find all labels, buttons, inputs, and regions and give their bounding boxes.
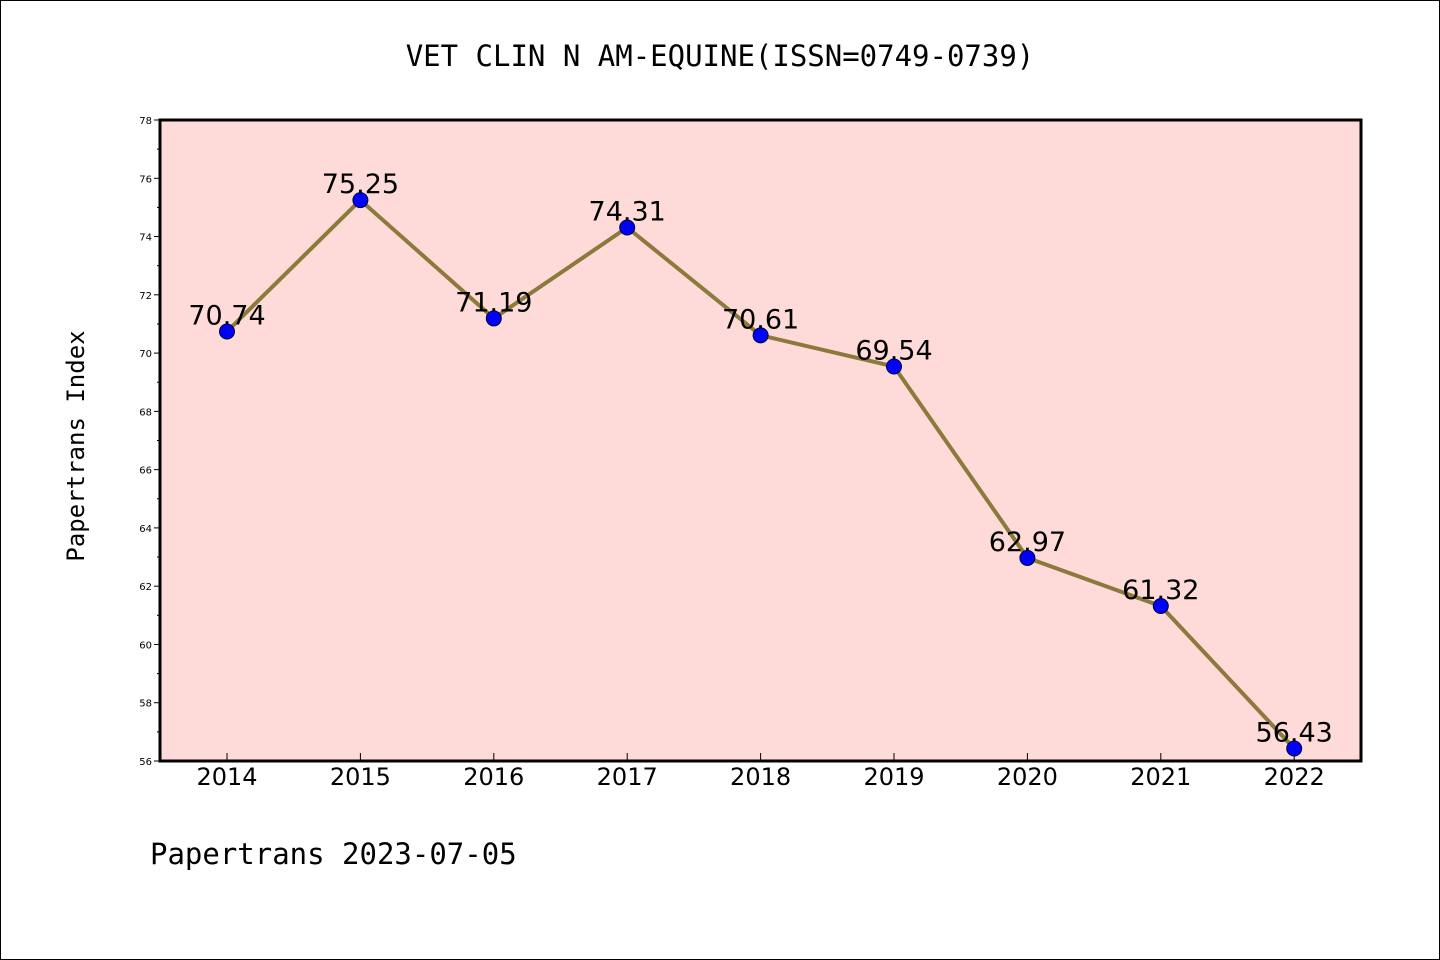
data-label: 70.74 [188,301,265,332]
y-tick-label: 72 [139,291,152,302]
data-point [752,327,769,344]
plot-border [158,118,1363,763]
y-tick-label: 74 [139,233,152,244]
y-tick-label: 70 [139,349,152,360]
y-axis-label: Papertrans Index [62,330,90,561]
data-point [219,323,235,340]
data-label: 75.25 [322,169,399,200]
x-axis: 2014 2015 2016 2017 2018 2019 2020 2021 2022 [196,753,1325,791]
data-label: 71.19 [455,287,532,318]
footer-text: Papertrans 2023-07-05 [150,837,517,871]
data-point [1019,549,1036,566]
data-point [886,358,902,375]
x-tick-label: 2016 [463,763,524,791]
data-label: 70.61 [722,304,799,335]
y-tick-label: 56 [139,757,152,768]
y-axis: 56 58 60 62 64 66 68 70 72 74 76 78 [139,116,160,768]
data-label: 62.97 [989,527,1066,558]
x-tick-label: 2015 [330,763,391,791]
series-group: 70.74 75.25 71.19 74.31 70.61 69.54 62.97 61.32… [188,169,1333,757]
y-tick-label: 66 [139,466,152,477]
data-point [619,219,636,236]
data-point [352,192,369,209]
data-point [1286,740,1303,757]
x-tick-label: 2017 [597,763,658,791]
y-tick-label: 62 [139,582,152,593]
x-tick-label: 2019 [863,763,924,791]
x-tick-label: 2014 [196,763,257,791]
chart-title: VET CLIN N AM-EQUINE(ISSN=0749-0739) [406,39,1035,73]
y-tick-label: 78 [139,116,152,127]
data-label: 69.54 [855,335,932,366]
x-tick-label: 2021 [1130,763,1191,791]
y-tick-label: 60 [139,640,152,651]
data-point [1152,597,1169,614]
y-tick-label: 76 [139,174,152,185]
data-label: 74.31 [589,197,666,228]
plot-area [160,120,1361,761]
data-label: 56.43 [1256,717,1333,748]
y-tick-label: 68 [139,407,152,418]
y-tick-label: 64 [139,524,152,535]
y-tick-label: 58 [139,699,152,710]
x-tick-label: 2020 [997,763,1058,791]
x-tick-label: 2022 [1264,763,1325,791]
data-point [485,310,502,327]
data-label: 61.32 [1122,575,1199,606]
x-tick-label: 2018 [730,763,791,791]
